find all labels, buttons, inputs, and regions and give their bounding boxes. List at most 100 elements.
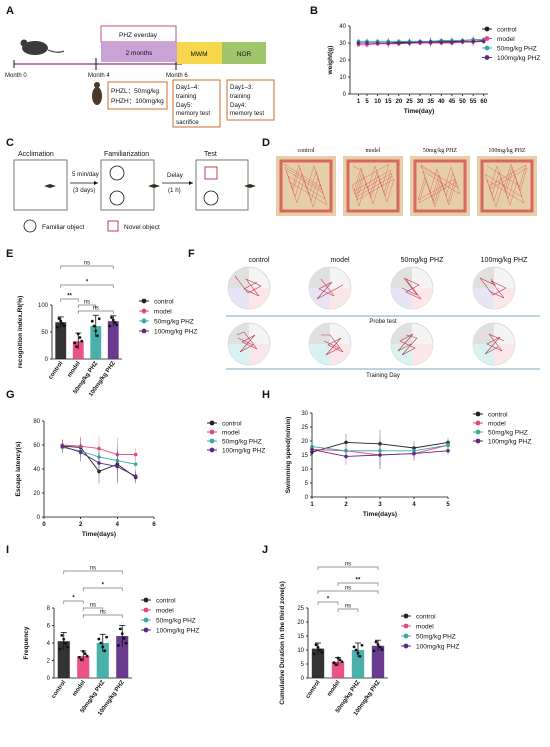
data-dot <box>57 317 61 321</box>
y-axis-title: Frequency <box>23 626 30 659</box>
panel-g-label: G <box>6 389 15 401</box>
y-tick-label: 30 <box>301 411 308 417</box>
data-point <box>356 41 361 45</box>
data-dot <box>115 323 119 327</box>
legend-swatch-marker <box>484 26 490 32</box>
month4-label: Month 4 <box>88 73 110 79</box>
legend-swatch-marker <box>209 429 215 435</box>
legend-swatch-marker <box>141 298 147 304</box>
data-dot <box>66 645 70 649</box>
y-tick-label: 10 <box>339 75 346 81</box>
data-dot <box>118 627 122 631</box>
significance-label: ns <box>93 306 99 312</box>
significance-bracket <box>63 600 84 604</box>
data-point <box>133 474 138 479</box>
legend-swatch-marker <box>403 623 409 629</box>
data-point <box>310 447 314 452</box>
data-dot <box>113 321 117 324</box>
maze-quadrant <box>228 344 249 365</box>
chart-j: 0 5 10 15 20 25 Cumulative Duration in the thi… <box>279 562 459 718</box>
panel-c: C Acclimation Familiarization Test 5 min… <box>6 137 256 233</box>
y-tick-label: 25 <box>297 606 304 612</box>
data-dot <box>101 645 105 649</box>
data-point <box>378 453 382 457</box>
legend-label: 50mg/kg PHZ <box>154 318 194 325</box>
acclimation-title: Acclimation <box>18 151 54 158</box>
maze-trajectory <box>236 331 258 353</box>
x-tick-label: 1 <box>310 502 314 508</box>
maze-trajectory <box>484 333 505 355</box>
data-dot <box>75 345 78 349</box>
legend-swatch-marker <box>403 633 409 639</box>
maze-quadrant <box>473 267 494 288</box>
mouse-small-icon <box>92 82 102 105</box>
arena-path-border <box>480 159 534 213</box>
data-dot <box>97 317 101 321</box>
data-point <box>439 40 444 44</box>
x-tick-label: 25 <box>406 99 413 105</box>
y-axis-title: Swimming speed(m/min) <box>285 417 292 494</box>
x-tick-label: 15 <box>385 99 392 105</box>
data-dot <box>105 635 109 639</box>
y-axis-title: Escape latency(s) <box>15 442 22 497</box>
data-dot <box>338 658 342 662</box>
data-dot <box>356 651 360 655</box>
x-tick-label: 3 <box>378 502 382 508</box>
legend-label: model <box>488 420 506 427</box>
y-tick-label: 0 <box>305 495 309 501</box>
significance-bracket <box>77 310 114 314</box>
data-dot <box>85 654 89 658</box>
data-dot <box>99 641 103 645</box>
seg-mwm <box>177 42 222 64</box>
data-dot <box>336 656 340 660</box>
legend-swatch-marker <box>141 328 147 334</box>
arrow1-line1: 5 min/day <box>72 171 100 178</box>
nor-line3: Day4: <box>230 102 246 109</box>
significance-bracket <box>317 601 339 605</box>
y-tick-label: 20 <box>33 491 40 497</box>
maze-quadrant <box>309 288 330 309</box>
significance-label: ns <box>90 566 96 572</box>
panel-d: D control model 50mg/kg PHZ 100mg/kg PHZ <box>262 137 537 216</box>
data-dot <box>376 643 380 646</box>
legend-swatch-marker <box>141 318 147 324</box>
significance-bracket <box>82 607 104 611</box>
significance-bracket <box>60 298 79 302</box>
arena-path-border <box>346 159 400 213</box>
significance-bracket <box>337 582 379 586</box>
legend-swatch-marker <box>209 438 215 444</box>
data-dot <box>96 334 99 338</box>
data-point <box>481 39 486 44</box>
legend-swatch-marker <box>484 55 490 60</box>
maze-quadrant <box>309 267 330 288</box>
bar <box>55 322 67 359</box>
significance-bracket <box>317 566 379 570</box>
data-dot <box>90 319 94 323</box>
legend-label: model <box>416 623 434 630</box>
month6-label: Month 6 <box>166 73 188 79</box>
maze-quadrant <box>494 288 515 309</box>
maze-trajectory <box>321 334 344 356</box>
legend-swatch-marker <box>143 607 149 613</box>
data-point <box>365 41 369 45</box>
maze-quadrant <box>391 267 412 288</box>
category-label: model <box>327 679 342 697</box>
legend-swatch-marker <box>475 429 481 435</box>
y-tick-label: 20 <box>297 620 304 626</box>
category-label: model <box>72 679 87 697</box>
legend-label: 100mg/kg PHZ <box>488 438 531 445</box>
x-tick-label: 4 <box>412 502 416 508</box>
maze-title: 100mg/kg PHZ <box>481 257 528 264</box>
familiarization-title: Familiarization <box>104 151 149 158</box>
training-day-label: Training Day <box>366 373 400 379</box>
mouse-c3-icon <box>244 184 256 188</box>
test-box <box>195 159 249 211</box>
data-point <box>471 39 475 44</box>
data-dot <box>103 649 107 653</box>
data-dot <box>358 654 362 658</box>
data-dot <box>332 661 336 665</box>
maze-quadrant <box>391 288 412 309</box>
data-dot <box>380 648 384 651</box>
